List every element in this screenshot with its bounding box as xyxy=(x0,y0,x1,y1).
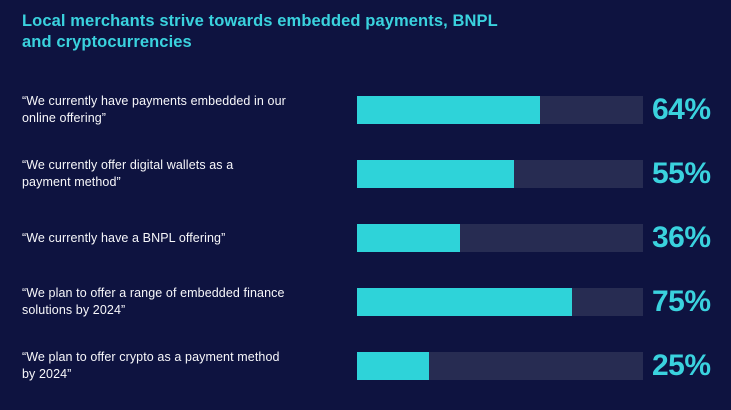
row-label-line: online offering” xyxy=(22,111,107,125)
bar-fill xyxy=(357,352,429,380)
chart-row: “We currently have payments embedded in … xyxy=(0,78,731,142)
bar-fill xyxy=(357,224,460,252)
row-label: “We currently have payments embedded in … xyxy=(0,93,357,127)
value-label: 75% xyxy=(652,285,711,318)
row-label-line: “We plan to offer crypto as a payment me… xyxy=(22,350,280,364)
bar-track xyxy=(357,96,643,124)
bar-track xyxy=(357,160,643,188)
row-label: “We currently offer digital wallets as a… xyxy=(0,157,357,191)
bar-fill xyxy=(357,96,541,124)
bar-track xyxy=(357,224,643,252)
bar-track xyxy=(357,352,643,380)
row-label: “We plan to offer a range of embedded fi… xyxy=(0,285,357,319)
row-label-line: solutions by 2024” xyxy=(22,303,126,317)
value-label: 36% xyxy=(652,221,711,254)
row-label-line: by 2024” xyxy=(22,367,72,381)
chart-row: “We plan to offer crypto as a payment me… xyxy=(0,334,731,398)
row-label: “We currently have a BNPL offering” xyxy=(0,230,357,247)
chart-title-line: Local merchants strive towards embedded … xyxy=(22,12,498,30)
row-label-line: “We currently offer digital wallets as a xyxy=(22,158,234,172)
chart-row: “We currently offer digital wallets as a… xyxy=(0,142,731,206)
bar-track xyxy=(357,288,643,316)
value-label: 64% xyxy=(652,93,711,126)
chart-row: “We currently have a BNPL offering” 36% xyxy=(0,206,731,270)
row-label-line: “We plan to offer a range of embedded fi… xyxy=(22,286,285,300)
bar-chart: “We currently have payments embedded in … xyxy=(0,78,731,398)
chart-row: “We plan to offer a range of embedded fi… xyxy=(0,270,731,334)
row-label-line: “We currently have payments embedded in … xyxy=(22,94,286,108)
bar-fill xyxy=(357,160,515,188)
row-label: “We plan to offer crypto as a payment me… xyxy=(0,349,357,383)
bar-fill xyxy=(357,288,572,316)
row-label-line: “We currently have a BNPL offering” xyxy=(22,230,226,245)
value-label: 25% xyxy=(652,349,711,382)
chart-title-line: and cryptocurrencies xyxy=(22,33,192,51)
row-label-line: payment method” xyxy=(22,175,121,189)
chart-title: Local merchants strive towards embedded … xyxy=(0,0,731,53)
value-label: 55% xyxy=(652,157,711,190)
